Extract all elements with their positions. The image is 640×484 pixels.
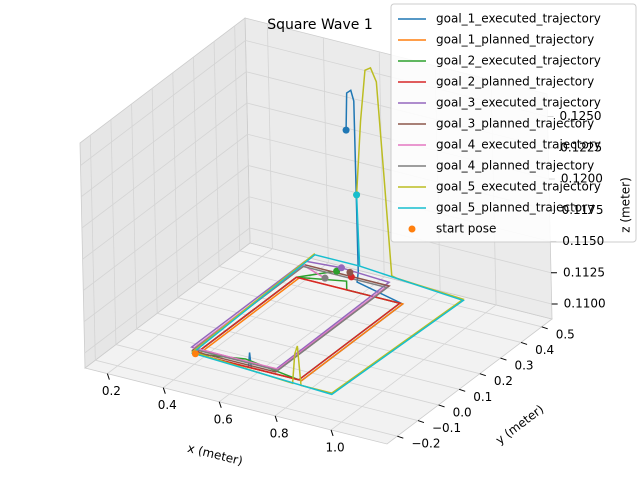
grid-line xyxy=(218,266,522,343)
grid-line xyxy=(163,262,329,389)
y-tick xyxy=(479,373,486,377)
z-tick-label: 0.1150 xyxy=(562,234,604,248)
grid-line xyxy=(218,276,385,403)
z-tick-label: 0.1175 xyxy=(562,203,604,217)
grid-line xyxy=(81,102,248,229)
z-tick-label: 0.1200 xyxy=(561,172,603,186)
y-tick xyxy=(459,388,466,392)
y-tick xyxy=(520,341,528,345)
panes xyxy=(79,17,558,445)
start-pose-point xyxy=(342,126,350,134)
grid-line xyxy=(172,72,179,298)
x-axis-label: x (meter) xyxy=(186,441,244,468)
y-tick-label: 0.4 xyxy=(535,343,554,357)
legend-label: goal_4_executed_trajectory xyxy=(436,138,601,152)
legend-label: start pose xyxy=(436,222,496,236)
x-tick xyxy=(162,387,166,394)
start-pose-point xyxy=(191,350,199,358)
legend-box xyxy=(390,3,637,243)
grid-line xyxy=(274,290,441,417)
y-tick xyxy=(500,357,507,361)
grid-line xyxy=(330,304,497,431)
grid-line xyxy=(83,196,250,323)
x-tick xyxy=(274,415,278,423)
x-tick-label: 0.8 xyxy=(270,426,289,440)
grid-line xyxy=(266,23,273,249)
z-tick-label: 0.1225 xyxy=(560,140,602,154)
y-tick-label: 0.5 xyxy=(556,327,575,341)
x-tick xyxy=(218,401,222,408)
x-tick-label: 1.0 xyxy=(326,440,345,454)
y-axis-label: y (meter) xyxy=(493,402,546,447)
start-pose-point xyxy=(321,274,329,282)
start-pose-point xyxy=(337,264,345,272)
z-tick-label: 0.1125 xyxy=(563,265,605,279)
grid-line xyxy=(80,40,246,166)
y-tick xyxy=(417,420,425,424)
pane xyxy=(79,17,251,369)
legend-label: goal_3_executed_trajectory xyxy=(436,96,601,110)
legend-label: goal_3_planned_trajectory xyxy=(436,117,594,131)
plot-area xyxy=(190,66,465,396)
grid-line xyxy=(82,133,248,260)
z-tick-label: 0.1250 xyxy=(560,109,602,123)
x-tick-label: 0.4 xyxy=(158,398,177,412)
grid-line xyxy=(80,71,247,198)
start-pose-point xyxy=(346,268,354,276)
y-tick-label: 0.2 xyxy=(494,374,513,388)
grid-line xyxy=(151,88,158,314)
grid-line xyxy=(131,103,137,329)
grid-line xyxy=(193,57,199,283)
y-tick xyxy=(438,404,445,408)
legend-label: goal_2_executed_trajectory xyxy=(436,54,601,68)
z-axis-label: z (meter) xyxy=(619,177,633,233)
trajectory xyxy=(194,276,402,381)
legend-label: goal_5_executed_trajectory xyxy=(436,180,601,194)
grid-line xyxy=(83,165,249,291)
y-tick xyxy=(397,435,404,439)
y-tick-label: −0.1 xyxy=(432,421,461,435)
grid-line xyxy=(249,227,552,305)
grid-line xyxy=(198,281,501,359)
legend-label: goal_1_planned_trajectory xyxy=(436,33,594,47)
chart-title: Square Wave 1 xyxy=(267,17,373,33)
grid-line xyxy=(110,119,117,345)
grid-line xyxy=(177,297,480,375)
y-tick-label: −0.2 xyxy=(411,437,440,451)
grid-line xyxy=(157,312,460,390)
grid-line xyxy=(89,135,96,361)
grid-line xyxy=(239,250,542,328)
z-tick-label: 0.1100 xyxy=(564,297,606,311)
y-tick-label: 0.1 xyxy=(473,390,492,404)
grid-line xyxy=(136,328,439,406)
grid-line xyxy=(95,359,398,437)
x-tick-label: 0.2 xyxy=(102,384,121,398)
legend-marker xyxy=(408,225,416,233)
grid-line xyxy=(115,344,419,421)
legend-label: goal_4_planned_trajectory xyxy=(436,159,594,173)
grid-line xyxy=(84,227,250,354)
x-tick xyxy=(106,373,110,380)
grid-line xyxy=(107,248,273,374)
y-tick-label: 0.0 xyxy=(453,405,472,419)
start-pose-point xyxy=(353,191,361,199)
y-tick-label: 0.3 xyxy=(514,359,533,373)
legend-label: goal_5_planned_trajectory xyxy=(436,201,594,215)
trajectory xyxy=(192,264,388,370)
grid-line xyxy=(213,41,220,267)
legend-label: goal_1_executed_trajectory xyxy=(436,12,601,26)
grid-line xyxy=(234,25,241,251)
legend: goal_1_executed_trajectory goal_1_planned… xyxy=(390,3,637,243)
grid-line xyxy=(378,51,385,277)
x-tick xyxy=(330,429,334,437)
grid-line xyxy=(322,37,329,263)
legend-label: goal_2_planned_trajectory xyxy=(436,75,594,89)
x-tick-label: 0.6 xyxy=(214,412,233,426)
y-tick xyxy=(541,326,548,330)
